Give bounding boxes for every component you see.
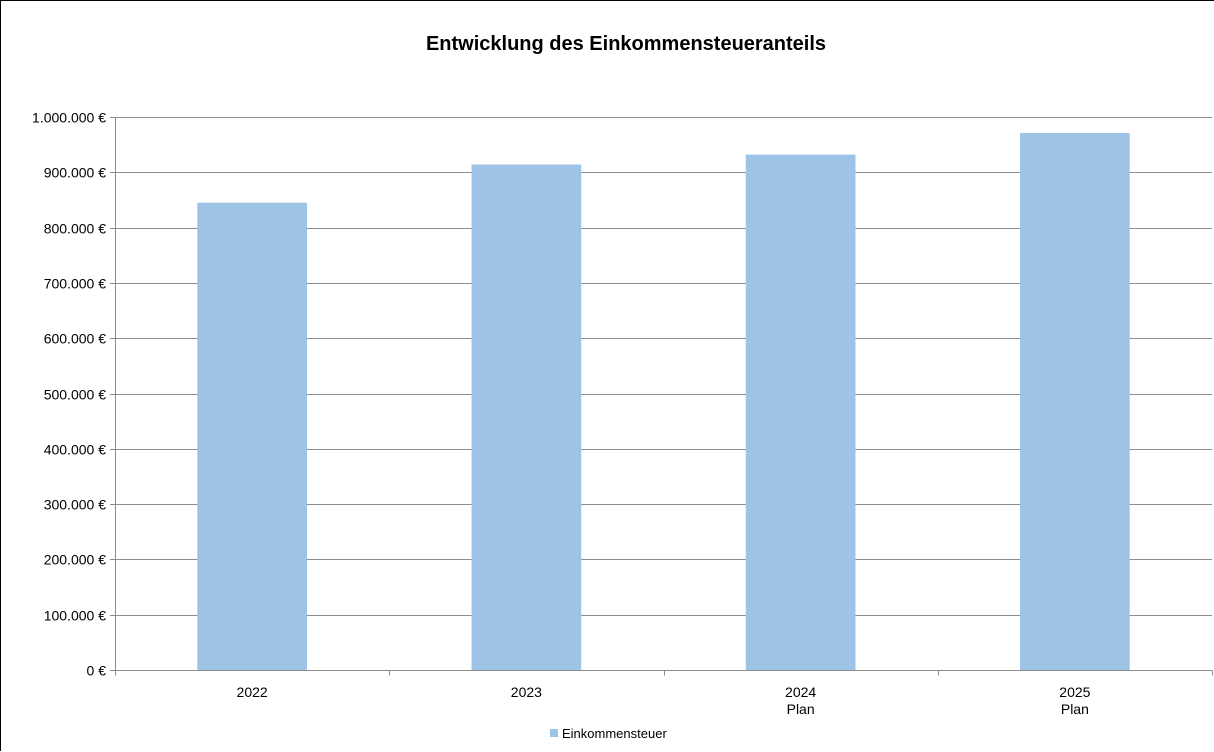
y-tick-label: 300.000 €	[44, 497, 106, 513]
y-axis-tick-labels: 0 € 100.000 € 200.000 € 300.000 € 400.000 € 5…	[32, 110, 106, 679]
x-tick-label: Plan	[1061, 701, 1089, 717]
bars	[197, 133, 1130, 671]
y-tick-label: 1.000.000 €	[32, 110, 106, 126]
legend-label: Einkommensteuer	[562, 726, 667, 741]
y-tick-label: 0 €	[87, 663, 107, 679]
chart-title: Entwicklung des Einkommensteueranteils	[426, 33, 826, 55]
bar-2025-plan	[1020, 133, 1130, 671]
y-tick-label: 900.000 €	[44, 165, 106, 181]
x-tick-label: Plan	[787, 701, 815, 717]
bar-2022	[197, 202, 307, 670]
y-tick-label: 200.000 €	[44, 552, 106, 568]
legend-swatch	[550, 729, 558, 737]
x-tick-label: 2022	[237, 684, 268, 700]
y-tick-label: 500.000 €	[44, 387, 106, 403]
legend: Einkommensteuer	[550, 726, 667, 741]
y-tick-label: 600.000 €	[44, 331, 106, 347]
x-tick-label: 2024	[785, 684, 816, 700]
bar-2023	[471, 164, 582, 671]
x-tick-label: 2025	[1059, 684, 1090, 700]
bar-2024-plan	[745, 154, 856, 670]
y-tick-label: 700.000 €	[44, 276, 106, 292]
x-tick-label: 2023	[511, 684, 542, 700]
y-tick-label: 100.000 €	[44, 608, 106, 624]
y-tick-label: 800.000 €	[44, 221, 106, 237]
y-tick-label: 400.000 €	[44, 442, 106, 458]
